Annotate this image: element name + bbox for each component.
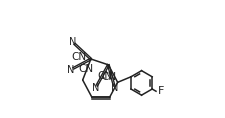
Text: N: N <box>69 37 76 47</box>
Text: N: N <box>91 83 99 93</box>
Text: N: N <box>111 83 118 93</box>
Text: CN: CN <box>71 52 86 62</box>
Text: CN: CN <box>78 64 93 74</box>
Text: CN: CN <box>97 71 112 81</box>
Text: CN: CN <box>101 72 116 82</box>
Text: F: F <box>157 86 163 96</box>
Text: N: N <box>67 65 74 75</box>
